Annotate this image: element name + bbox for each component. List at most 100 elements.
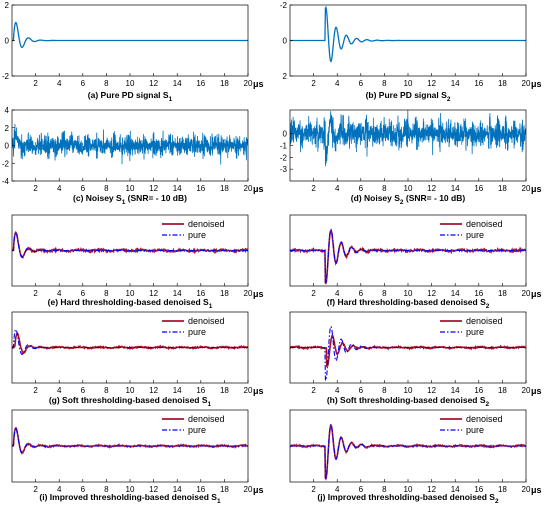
caption-c: (c) Noisey S1 (SNR= - 10 dB) xyxy=(73,193,187,206)
plot-area-h xyxy=(290,325,526,383)
xtick-label-j: 8 xyxy=(382,485,387,494)
legend-pure-label: pure xyxy=(466,230,484,240)
x-unit-i: μs xyxy=(253,485,264,495)
ytick-label-a: 0 xyxy=(5,37,10,46)
xtick-label-d: 6 xyxy=(359,184,364,193)
xtick-label-h: 6 xyxy=(359,386,364,395)
xtick-label-d: 2 xyxy=(311,184,316,193)
xtick-label-e: 12 xyxy=(149,289,158,298)
xtick-label-b: 20 xyxy=(522,79,531,88)
xtick-label-g: 4 xyxy=(57,386,62,395)
xtick-label-e: 14 xyxy=(173,289,182,298)
legend-pure-label: pure xyxy=(188,230,206,240)
xtick-label-c: 8 xyxy=(104,184,109,193)
xtick-label-b: 8 xyxy=(382,79,387,88)
xtick-label-c: 16 xyxy=(196,184,205,193)
xtick-label-i: 8 xyxy=(104,485,109,494)
plot-area-f xyxy=(290,228,526,286)
xtick-label-e: 10 xyxy=(126,289,135,298)
x-unit-a: μs xyxy=(253,79,264,89)
ytick-label-a: -2 xyxy=(2,72,10,81)
denoised-line-g xyxy=(12,331,248,355)
caption-h: (h) Soft thresholding-based denoised S2 xyxy=(327,395,490,408)
caption-j: (j) Improved thresholding-based denoised… xyxy=(317,492,499,505)
xtick-label-b: 10 xyxy=(404,79,413,88)
xtick-label-g: 2 xyxy=(33,386,38,395)
xtick-label-e: 16 xyxy=(196,289,205,298)
xtick-label-h: 4 xyxy=(335,386,340,395)
plot-area-b xyxy=(290,5,526,63)
xtick-label-h: 12 xyxy=(427,386,436,395)
ytick-label-c: 2 xyxy=(5,124,10,133)
xtick-label-e: 8 xyxy=(104,289,109,298)
xtick-label-f: 12 xyxy=(427,289,436,298)
xtick-label-g: 12 xyxy=(149,386,158,395)
xtick-label-b: 2 xyxy=(311,79,316,88)
xtick-label-h: 8 xyxy=(382,386,387,395)
xtick-label-c: 10 xyxy=(126,184,135,193)
plot-area-a xyxy=(12,21,248,49)
xtick-label-f: 4 xyxy=(335,289,340,298)
xtick-label-g: 8 xyxy=(104,386,109,395)
plot-area-i xyxy=(12,426,248,455)
pure-line-e xyxy=(12,231,248,259)
xtick-label-f: 6 xyxy=(359,289,364,298)
legend-pure-label: pure xyxy=(466,425,484,435)
xtick-label-j: 18 xyxy=(498,485,507,494)
xtick-label-f: 10 xyxy=(404,289,413,298)
xtick-label-d: 12 xyxy=(427,184,436,193)
panel-d: 2 4 6 8 10 12 14 16 18 20 μs 0 -1 -2 -3 (d) Noisey S2 (… xyxy=(280,109,542,206)
xtick-label-j: 10 xyxy=(404,485,413,494)
legend-denoised-label: denoised xyxy=(466,316,503,326)
ytick-label-d: -1 xyxy=(280,142,288,151)
x-unit-d: μs xyxy=(531,184,542,194)
xtick-label-j: 6 xyxy=(359,485,364,494)
xtick-label-i: 2 xyxy=(33,485,38,494)
xtick-label-a: 4 xyxy=(57,79,62,88)
xtick-label-f: 14 xyxy=(451,289,460,298)
xtick-label-i: 12 xyxy=(149,485,158,494)
xtick-label-j: 20 xyxy=(522,485,531,494)
caption-a: (a) Pure PD signal S1 xyxy=(88,90,173,103)
caption-d: (d) Noisey S2 (SNR= - 10 dB) xyxy=(351,193,466,206)
xtick-label-e: 18 xyxy=(220,289,229,298)
xtick-label-e: 20 xyxy=(244,289,253,298)
xtick-label-c: 2 xyxy=(33,184,38,193)
x-unit-f: μs xyxy=(531,289,542,299)
caption-e: (e) Hard thresholding-based denoised S1 xyxy=(48,297,213,310)
legend-denoised-label: denoised xyxy=(188,316,225,326)
ytick-label-d: 0 xyxy=(283,130,288,139)
xtick-label-i: 14 xyxy=(173,485,182,494)
xtick-label-a: 8 xyxy=(104,79,109,88)
xtick-label-c: 12 xyxy=(149,184,158,193)
xtick-label-c: 18 xyxy=(220,184,229,193)
xtick-label-d: 18 xyxy=(498,184,507,193)
caption-i: (i) Improved thresholding-based denoised… xyxy=(39,492,221,505)
xtick-label-b: 12 xyxy=(427,79,436,88)
xtick-label-a: 10 xyxy=(126,79,135,88)
xtick-label-j: 2 xyxy=(311,485,316,494)
xtick-label-c: 20 xyxy=(244,184,253,193)
xtick-label-g: 6 xyxy=(81,386,86,395)
xtick-label-f: 2 xyxy=(311,289,316,298)
xtick-label-a: 14 xyxy=(173,79,182,88)
xtick-label-a: 12 xyxy=(149,79,158,88)
xtick-label-i: 16 xyxy=(196,485,205,494)
xtick-label-e: 2 xyxy=(33,289,38,298)
xtick-label-i: 20 xyxy=(244,485,253,494)
pure-line-g xyxy=(12,328,248,356)
xtick-label-j: 4 xyxy=(335,485,340,494)
xtick-label-d: 20 xyxy=(522,184,531,193)
xtick-label-g: 16 xyxy=(196,386,205,395)
pure-line-j xyxy=(290,424,526,482)
xtick-label-i: 18 xyxy=(220,485,229,494)
xtick-label-h: 2 xyxy=(311,386,316,395)
xtick-label-d: 8 xyxy=(382,184,387,193)
